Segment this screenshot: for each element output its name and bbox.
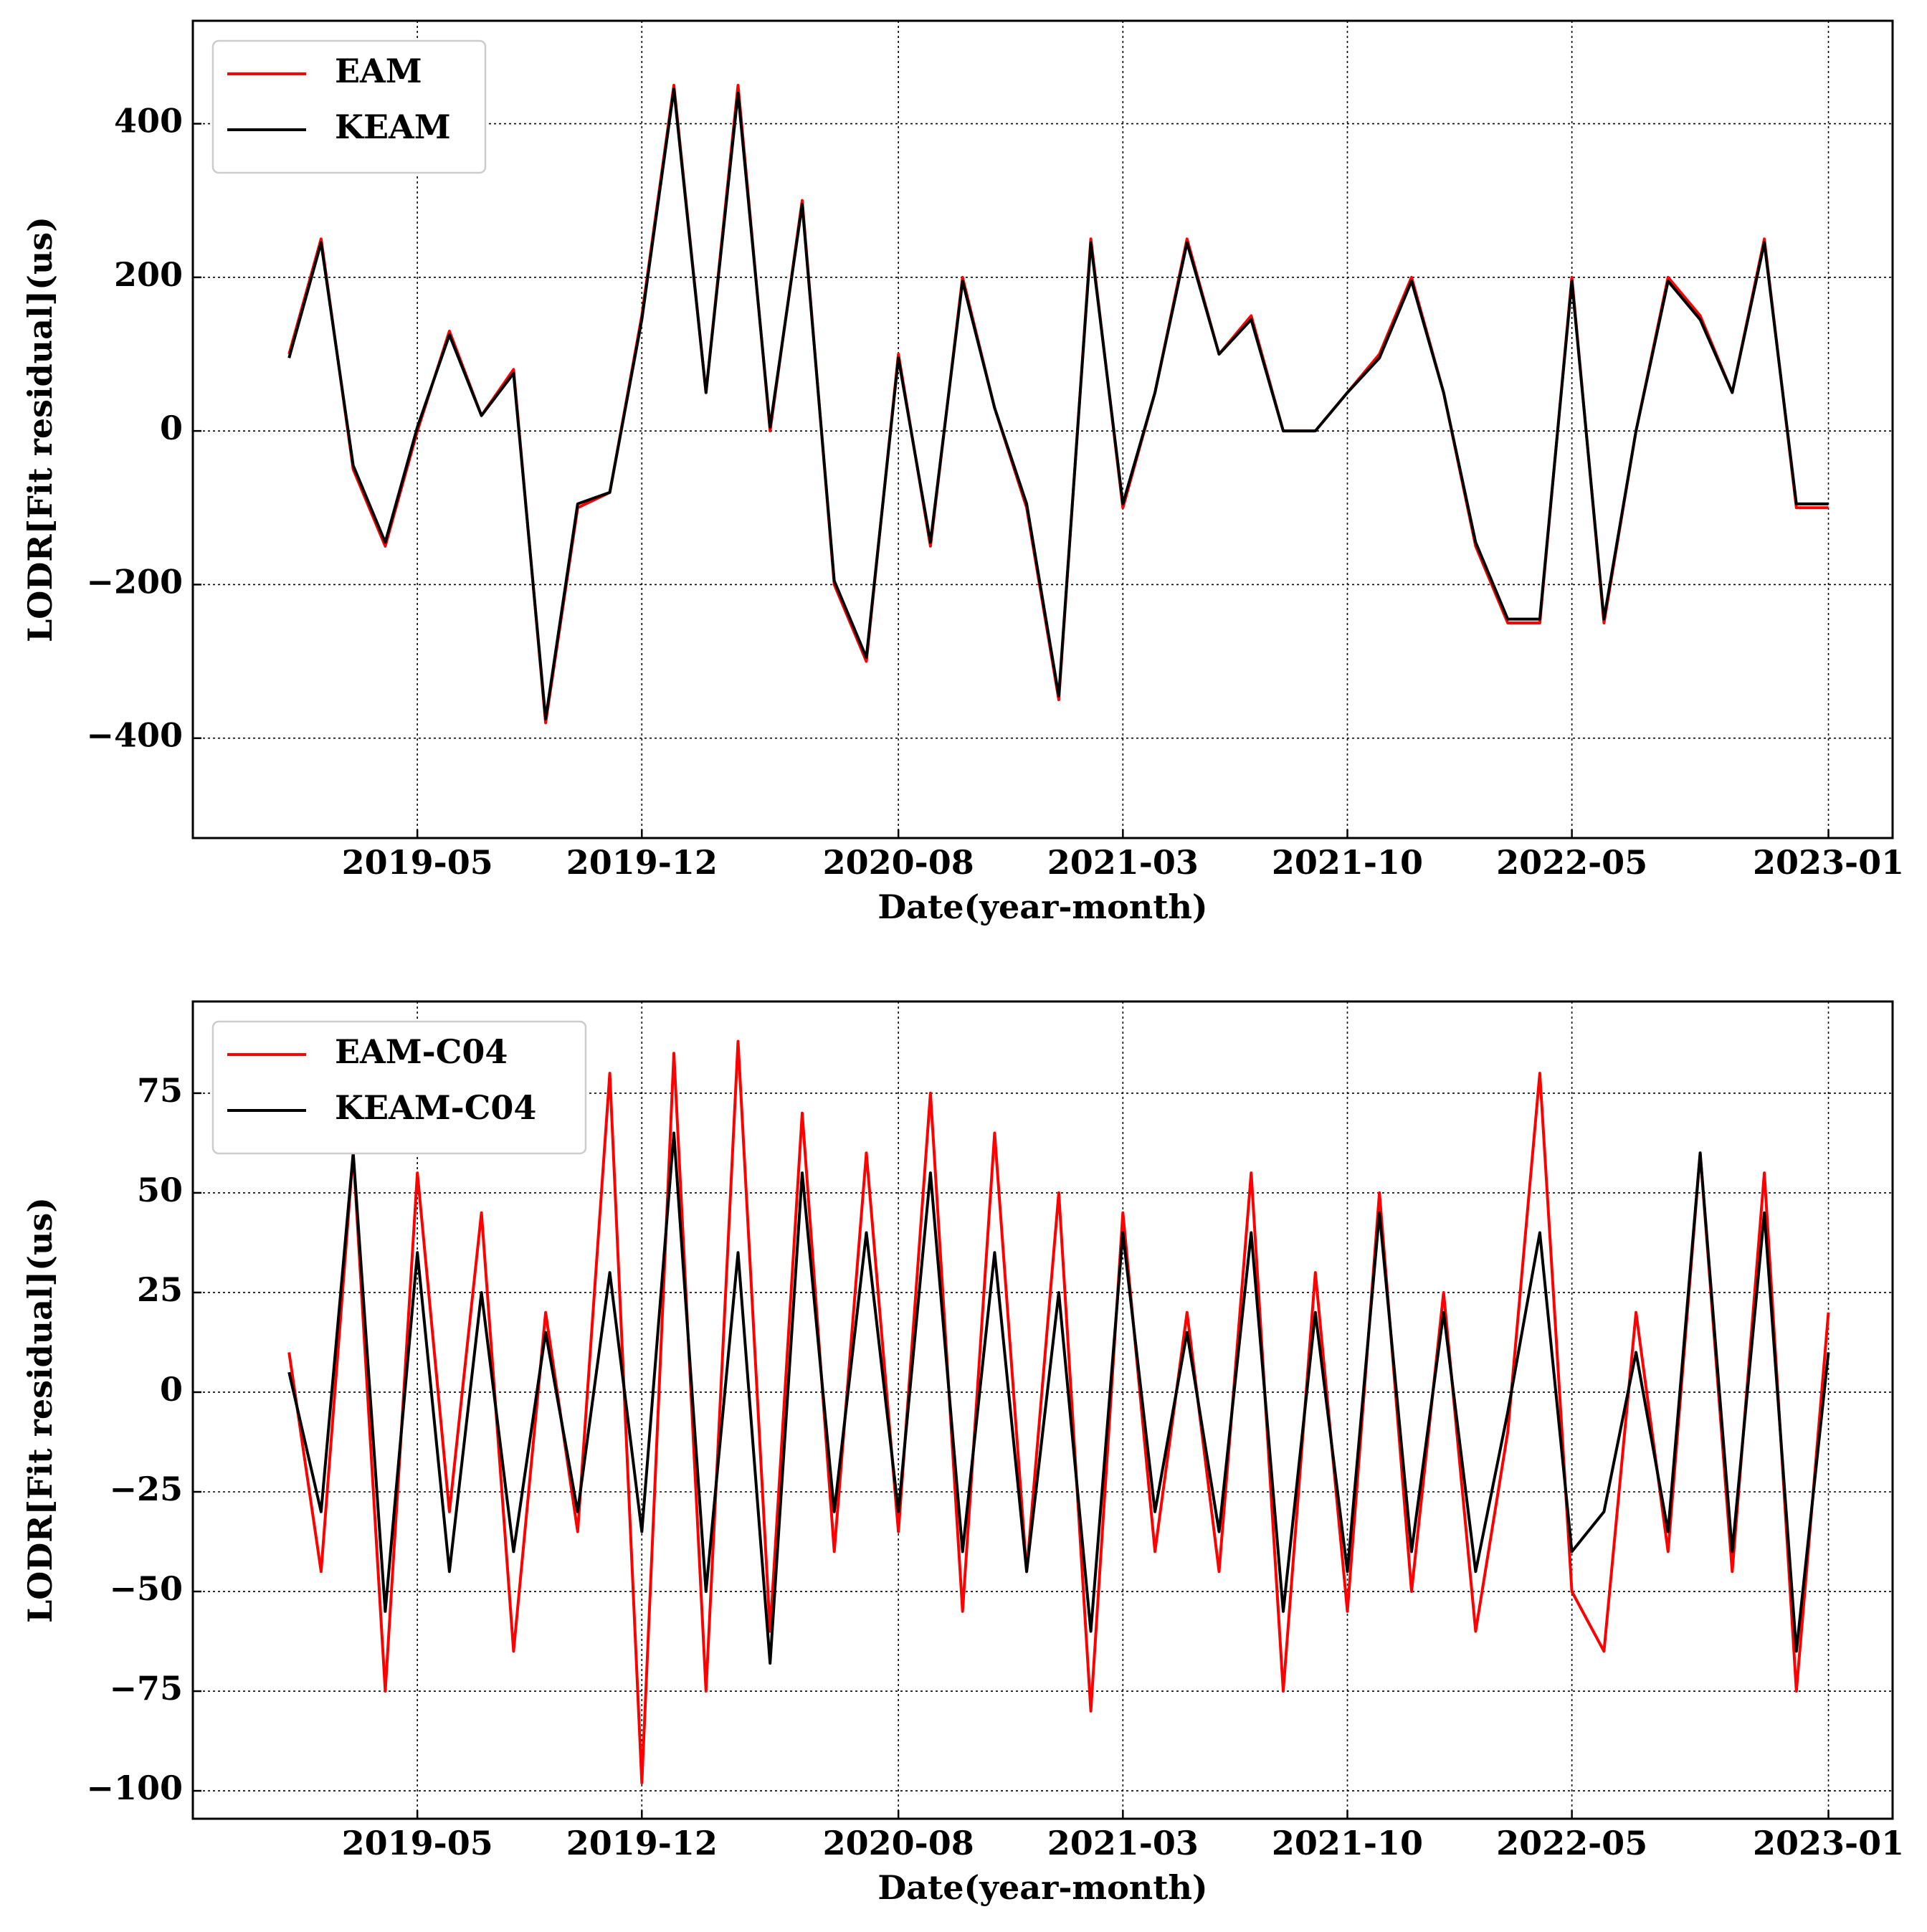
x-tick-label: 2019-12 xyxy=(566,843,718,882)
x-tick-label: 2021-10 xyxy=(1272,843,1423,882)
x-tick-label: 2021-03 xyxy=(1047,843,1199,882)
x-tick-label: 2022-05 xyxy=(1496,843,1647,882)
y-tick-label: 50 xyxy=(137,1171,183,1209)
axes-frame xyxy=(191,19,1894,839)
y-tick-label: −200 xyxy=(86,562,183,601)
y-tick-label: −75 xyxy=(109,1669,183,1708)
y-tick-label: −25 xyxy=(109,1470,183,1508)
y-tick-label: 25 xyxy=(137,1270,183,1309)
y-axis-label: LODR[Fit residual](us) xyxy=(21,216,60,642)
subplot: −100 −75 −50 −25 0 25 50 75 2019-05 2019-12 2020-0… xyxy=(21,1000,1904,1907)
y-tick-label: 75 xyxy=(137,1071,183,1110)
series-line xyxy=(287,1039,1830,1784)
y-tick-label: 200 xyxy=(114,255,183,294)
legend-label: KEAM xyxy=(335,108,451,146)
axes-frame xyxy=(191,1000,1894,1820)
x-axis-label: Date(year-month) xyxy=(877,888,1207,926)
x-tick-label: 2022-05 xyxy=(1496,1824,1647,1862)
x-tick-label: 2021-03 xyxy=(1047,1824,1199,1862)
subplot: −400 −200 0 200 400 2019-05 2019-12 2020-08 2021… xyxy=(21,19,1904,926)
x-tick-label: 2019-12 xyxy=(566,1824,718,1862)
legend-label: EAM-C04 xyxy=(335,1032,508,1071)
series-line xyxy=(287,87,1829,720)
x-tick-label: 2019-05 xyxy=(342,1824,493,1862)
legend-label: EAM xyxy=(335,52,422,90)
legend-label: KEAM-C04 xyxy=(335,1088,536,1127)
y-tick-label: 400 xyxy=(114,102,183,141)
x-tick-label: 2023-01 xyxy=(1753,1824,1904,1862)
y-tick-label: −400 xyxy=(86,716,183,755)
x-tick-label: 2023-01 xyxy=(1753,843,1904,882)
x-axis-label: Date(year-month) xyxy=(877,1868,1207,1907)
y-tick-label: 0 xyxy=(160,1370,183,1409)
x-tick-label: 2019-05 xyxy=(342,843,493,882)
y-tick-label: −100 xyxy=(86,1769,183,1807)
x-tick-label: 2020-08 xyxy=(823,1824,974,1862)
y-tick-label: −50 xyxy=(109,1569,183,1608)
x-tick-label: 2021-10 xyxy=(1272,1824,1423,1862)
y-axis-label: LODR[Fit residual](us) xyxy=(21,1197,60,1623)
series-line xyxy=(287,84,1829,725)
y-tick-label: 0 xyxy=(160,409,183,447)
series-line xyxy=(287,1131,1830,1665)
x-tick-label: 2020-08 xyxy=(823,843,974,882)
